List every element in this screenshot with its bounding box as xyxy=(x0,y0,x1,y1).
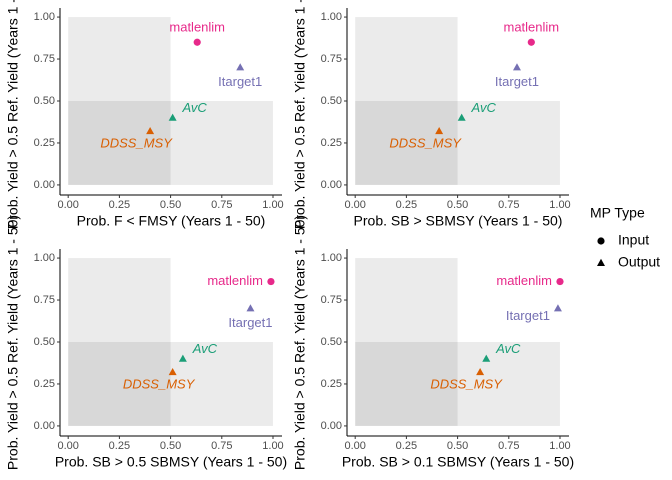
x-tick-label: 0.75 xyxy=(498,199,519,211)
x-tick-label: 1.00 xyxy=(262,440,283,452)
shade-region xyxy=(68,17,171,185)
x-tick-label: 0.75 xyxy=(211,199,232,211)
point-label: Itarget1 xyxy=(218,74,262,89)
y-tick-label: 0.25 xyxy=(321,137,342,149)
point-label: Itarget1 xyxy=(228,315,272,330)
y-tick-label: 0.50 xyxy=(321,95,342,107)
x-tick-label: 0.75 xyxy=(498,440,519,452)
shade-region xyxy=(355,17,458,185)
point xyxy=(512,63,521,71)
point-label: AvC xyxy=(181,100,207,115)
x-tick-label: 0.75 xyxy=(211,440,232,452)
shade-region xyxy=(68,258,171,426)
x-tick-label: 0.50 xyxy=(160,199,181,211)
point xyxy=(457,113,466,121)
x-tick-label: 0.25 xyxy=(109,440,130,452)
y-tick-label: 0.75 xyxy=(321,53,342,65)
y-tick-label: 0.50 xyxy=(321,336,342,348)
legend-label: Output xyxy=(618,254,660,270)
point-label: DDSS_MSY xyxy=(430,377,503,392)
point xyxy=(236,63,245,71)
y-tick-label: 0.75 xyxy=(34,53,55,65)
x-tick-label: 0.25 xyxy=(396,199,417,211)
point xyxy=(168,113,177,121)
point-label: DDSS_MSY xyxy=(100,136,173,151)
y-axis-title: Prob. Yield > 0.5 Ref. Yield (Years 1 - … xyxy=(292,0,308,229)
shade-region xyxy=(355,341,560,426)
x-tick-label: 1.00 xyxy=(549,440,570,452)
point xyxy=(553,304,562,312)
legend-key xyxy=(597,237,605,245)
x-tick-label: 0.50 xyxy=(160,440,181,452)
point xyxy=(527,38,535,46)
x-tick-label: 0.00 xyxy=(57,199,78,211)
point xyxy=(482,354,491,362)
shade-region xyxy=(355,258,458,426)
point-label: DDSS_MSY xyxy=(389,136,462,151)
legend-label: Input xyxy=(618,232,649,248)
point-label: AvC xyxy=(471,100,497,115)
point xyxy=(178,354,187,362)
x-tick-label: 0.50 xyxy=(447,440,468,452)
point xyxy=(146,127,155,135)
y-tick-label: 0.50 xyxy=(34,336,55,348)
point-label: AvC xyxy=(192,341,218,356)
point xyxy=(435,127,444,135)
point-label: Itarget1 xyxy=(495,74,539,89)
x-tick-label: 0.25 xyxy=(396,440,417,452)
x-axis-title: Prob. SB > 0.1 SBMSY (Years 1 - 50) xyxy=(342,454,574,470)
point-label: matlenlim xyxy=(169,20,225,35)
shade-region xyxy=(355,100,560,185)
point-label: matlenlim xyxy=(496,273,552,288)
point xyxy=(193,38,201,46)
y-tick-label: 1.00 xyxy=(34,252,55,264)
legend-key xyxy=(597,258,605,266)
x-tick-label: 1.00 xyxy=(262,199,283,211)
point xyxy=(476,368,485,376)
y-tick-label: 0.00 xyxy=(34,420,55,432)
x-tick-label: 0.50 xyxy=(447,199,468,211)
x-tick-label: 0.25 xyxy=(109,199,130,211)
y-axis-title: Prob. Yield > 0.5 Ref. Yield (Years 1 - … xyxy=(292,215,308,470)
y-tick-label: 1.00 xyxy=(321,252,342,264)
y-axis-title: Prob. Yield > 0.5 Ref. Yield (Years 1 - … xyxy=(5,215,21,470)
point-label: DDSS_MSY xyxy=(123,377,196,392)
x-tick-label: 0.00 xyxy=(57,440,78,452)
y-tick-label: 0.75 xyxy=(34,294,55,306)
y-tick-label: 0.25 xyxy=(34,378,55,390)
y-tick-label: 0.75 xyxy=(321,294,342,306)
y-tick-label: 0.50 xyxy=(34,95,55,107)
y-axis-title: Prob. Yield > 0.5 Ref. Yield (Years 1 - … xyxy=(5,0,21,229)
legend-title: MP Type xyxy=(590,205,645,221)
shade-region xyxy=(68,100,273,185)
x-axis-title: Prob. SB > 0.5 SBMSY (Years 1 - 50) xyxy=(55,454,287,470)
point-label: Itarget1 xyxy=(506,308,550,323)
x-axis-title: Prob. SB > SBMSY (Years 1 - 50) xyxy=(354,213,563,229)
x-tick-label: 0.00 xyxy=(344,199,365,211)
y-tick-label: 0.00 xyxy=(321,179,342,191)
point xyxy=(267,277,275,286)
y-tick-label: 1.00 xyxy=(321,11,342,23)
shade-region xyxy=(68,341,273,426)
y-tick-label: 0.25 xyxy=(34,137,55,149)
y-tick-label: 1.00 xyxy=(34,11,55,23)
y-tick-label: 0.00 xyxy=(321,420,342,432)
x-tick-label: 0.00 xyxy=(344,440,365,452)
point xyxy=(556,277,564,286)
point-label: matlenlim xyxy=(504,20,560,35)
x-tick-label: 1.00 xyxy=(549,199,570,211)
y-tick-label: 0.00 xyxy=(34,179,55,191)
point-label: AvC xyxy=(495,341,521,356)
x-axis-title: Prob. F < FMSY (Years 1 - 50) xyxy=(77,213,266,229)
point-label: matlenlim xyxy=(207,273,263,288)
point xyxy=(246,304,255,312)
y-tick-label: 0.25 xyxy=(321,378,342,390)
point xyxy=(168,368,177,376)
